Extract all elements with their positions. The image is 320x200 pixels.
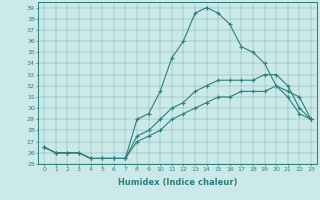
X-axis label: Humidex (Indice chaleur): Humidex (Indice chaleur) bbox=[118, 178, 237, 187]
